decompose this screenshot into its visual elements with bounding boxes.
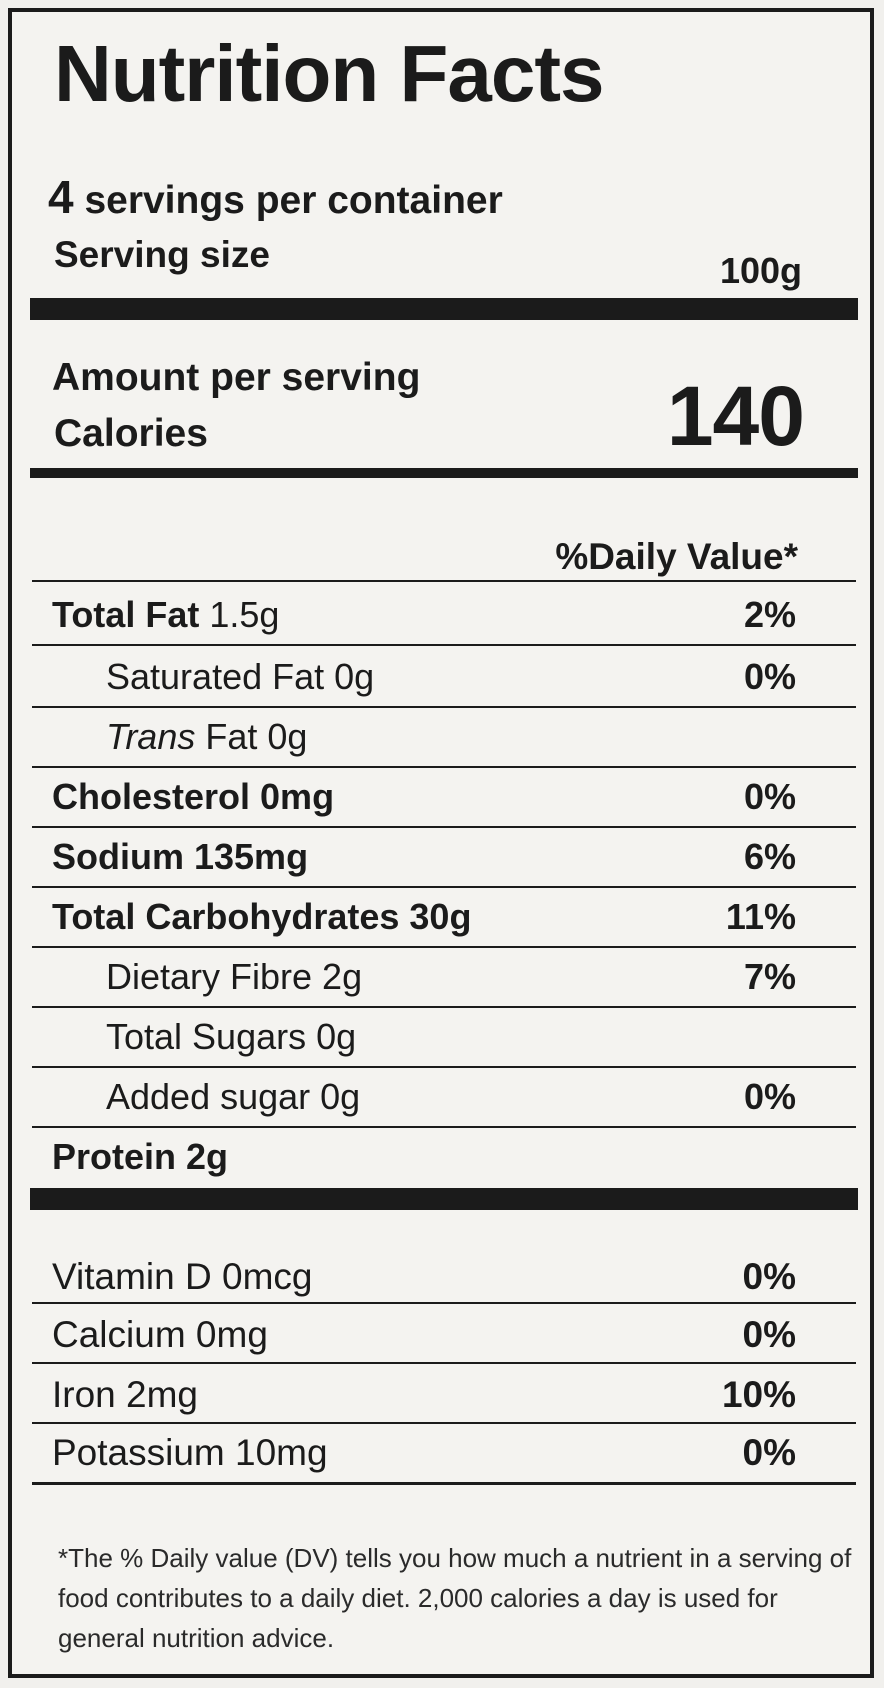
calories-label: Calories: [54, 412, 208, 455]
trans-fat-row: Trans Fat 0g: [106, 716, 307, 758]
protein-name: Protein 2g: [52, 1136, 229, 1177]
rule: [32, 1126, 856, 1128]
rule: [32, 1066, 856, 1068]
rule: [32, 766, 856, 768]
cholesterol-dv: 0%: [743, 776, 796, 817]
calories-value: 140: [666, 369, 805, 463]
cholesterol-name: Cholesterol 0mg: [52, 776, 335, 817]
rule: [32, 1482, 856, 1485]
dietary-fibre-name: Dietary Fibre 2g: [106, 956, 363, 997]
total-carbs-name: Total Carbohydrates 30g: [52, 896, 472, 937]
total-fat-row: Total Fat 1.5g: [52, 594, 279, 636]
total-fat-dv: 2%: [743, 594, 796, 635]
thick-divider: [30, 298, 858, 320]
servings-text: servings per container: [84, 179, 503, 222]
saturated-fat-name: Saturated Fat 0g: [106, 656, 375, 697]
vitamin-d-dv: 0%: [742, 1256, 796, 1297]
rule: [32, 706, 856, 708]
calcium-name: Calcium 0mg: [52, 1314, 268, 1355]
rule: [32, 1302, 856, 1304]
total-fat-amount: 1.5g: [209, 594, 280, 635]
total-carbs-dv: 11%: [725, 896, 796, 937]
trans-fat-italic: Trans: [106, 716, 196, 757]
serving-size-label: Serving size: [54, 234, 270, 275]
nutrition-facts-label: Nutrition Facts 4 servings per container…: [8, 8, 874, 1678]
daily-value-footnote: *The % Daily value (DV) tells you how mu…: [58, 1543, 852, 1653]
rule: [32, 644, 856, 646]
iron-dv: 10%: [721, 1374, 796, 1415]
amount-per-serving: Amount per serving: [52, 356, 421, 399]
rule: [32, 1006, 856, 1008]
potassium-dv: 0%: [742, 1432, 796, 1473]
sodium-name: Sodium 135mg: [52, 836, 309, 877]
potassium-name: Potassium 10mg: [52, 1432, 328, 1473]
rule: [32, 886, 856, 888]
vitamin-d-name: Vitamin D 0mcg: [52, 1256, 313, 1297]
total-sugars-name: Total Sugars 0g: [106, 1016, 357, 1057]
servings-per-container: 4 servings per container: [48, 170, 503, 224]
rule: [32, 580, 856, 582]
label-title: Nutrition Facts: [54, 29, 604, 118]
sodium-dv: 6%: [743, 836, 796, 877]
medium-divider: [30, 468, 858, 478]
saturated-fat-dv: 0%: [743, 656, 796, 697]
rule: [32, 1362, 856, 1364]
rule: [32, 826, 856, 828]
thick-divider: [30, 1188, 858, 1210]
rule: [32, 1422, 856, 1424]
rule: [32, 946, 856, 948]
iron-name: Iron 2mg: [52, 1374, 199, 1415]
servings-number: 4: [48, 171, 74, 223]
trans-fat-rest: Fat 0g: [205, 716, 308, 757]
added-sugar-dv: 0%: [743, 1076, 796, 1117]
dietary-fibre-dv: 7%: [743, 956, 796, 997]
calcium-dv: 0%: [742, 1314, 796, 1355]
total-fat-name: Total Fat: [52, 594, 200, 635]
serving-size-value: 100g: [719, 250, 802, 291]
added-sugar-name: Added sugar 0g: [106, 1076, 361, 1117]
daily-value-header: %Daily Value*: [555, 536, 798, 577]
